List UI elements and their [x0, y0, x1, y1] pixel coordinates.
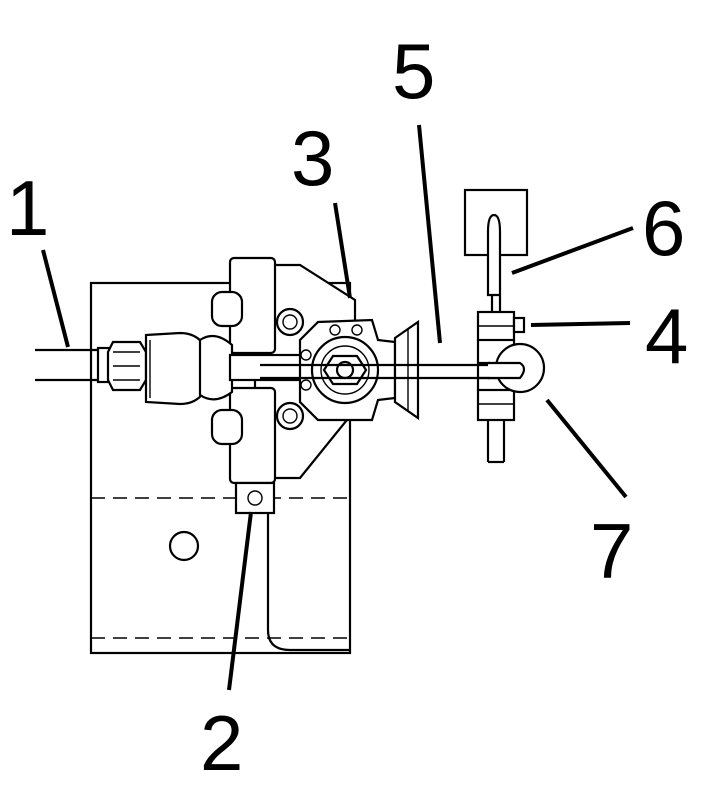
callout-3: 3 [291, 114, 334, 202]
callout-6: 6 [642, 184, 685, 272]
leader-lines [41, 124, 634, 691]
shaft-5 [260, 363, 505, 380]
leader-4 [530, 321, 631, 327]
callout-7: 7 [590, 507, 633, 595]
callout-1: 1 [6, 164, 49, 252]
leader-7 [545, 398, 628, 499]
callout-2: 2 [200, 699, 243, 787]
callout-labels: 1 2 3 4 5 6 7 [6, 27, 688, 787]
leader-3 [333, 202, 352, 299]
callout-5: 5 [392, 27, 435, 115]
callout-4: 4 [645, 292, 688, 380]
hex-nut-fitting [96, 331, 206, 406]
pivot-7 [478, 342, 546, 394]
valve-body-3 [298, 318, 420, 422]
clamp-4 [476, 310, 526, 464]
leader-1 [41, 249, 70, 348]
leader-6 [511, 226, 634, 275]
bracket-6 [463, 188, 529, 320]
mounting-plate [89, 281, 352, 655]
leader-5 [417, 124, 442, 344]
leader-2 [227, 511, 253, 691]
